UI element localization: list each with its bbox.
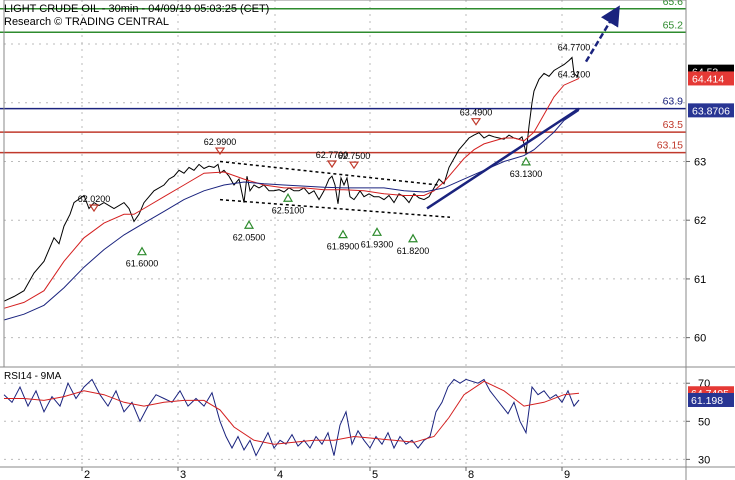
rsi-line <box>3 378 580 457</box>
price-annotation: 62.7500 <box>338 151 371 161</box>
chart-subtitle: Research © TRADING CENTRAL <box>4 16 169 28</box>
value-box <box>688 103 734 118</box>
y-tick-label: 61 <box>694 274 706 286</box>
rsi-ma-line <box>4 380 580 445</box>
levels-layer: 65.6 65.2 63.9 63.5 63.15 <box>0 0 686 154</box>
price-annotation: 64.7700 <box>558 43 591 53</box>
high-marker <box>326 160 338 169</box>
value-box-label: 63.8706 <box>692 105 730 117</box>
value-box <box>688 71 734 86</box>
y-tick-label: 62 <box>694 215 706 227</box>
x-tick-label: 5 <box>372 469 378 480</box>
level-label: 63.9 <box>663 96 684 108</box>
annotations-layer: 62.0200 61.6000 62.9900 62.0500 62.5100 62.77… <box>78 43 591 269</box>
price-annotation: 63.1300 <box>510 169 543 179</box>
low-marker <box>407 233 419 243</box>
high-marker <box>470 118 482 126</box>
y-tick-label: 60 <box>694 333 706 345</box>
trend-line <box>584 5 620 63</box>
y-tick-label: 63 <box>694 156 706 168</box>
price-annotation: 62.7700 <box>316 150 349 160</box>
x-tick-label: 9 <box>564 469 570 480</box>
x-tick-label: 3 <box>180 469 186 480</box>
channel-line <box>219 160 439 186</box>
price-annotation: 61.8900 <box>327 242 360 252</box>
high-marker <box>88 204 100 213</box>
price-annotation: 63.4900 <box>460 108 493 118</box>
low-marker <box>337 229 349 239</box>
chart-title: LIGHT CRUDE OIL - 30min - 04/09/19 05:03… <box>4 3 269 15</box>
value-box-label: 64.414 <box>692 73 724 85</box>
rsi-tick-label: 50 <box>698 416 710 428</box>
price-annotation: 61.6000 <box>126 259 159 269</box>
price-annotation: 62.0200 <box>78 194 111 204</box>
high-marker <box>214 147 226 156</box>
level-label: 63.5 <box>663 119 684 131</box>
ma-slow-line <box>3 109 580 321</box>
price-annotation: 64.3100 <box>558 70 591 80</box>
level-label: 65.6 <box>663 0 684 8</box>
price-annotation: 62.5100 <box>272 205 305 215</box>
channel-line <box>219 198 451 219</box>
low-marker <box>371 227 383 236</box>
level-label: 63.15 <box>657 140 683 152</box>
x-tick-label: 2 <box>84 469 90 480</box>
low-marker <box>282 193 294 202</box>
high-marker <box>348 161 360 170</box>
rsi-layer: RSI14 - 9MA70503064.740561.198 <box>3 371 734 466</box>
rsi-value-box <box>688 392 734 407</box>
ma-fast-line <box>3 77 580 309</box>
x-tick-label: 8 <box>468 469 474 480</box>
grid-layer <box>4 0 686 467</box>
x-tick-label: 4 <box>277 469 283 480</box>
low-marker <box>520 156 532 166</box>
price-annotation: 62.9900 <box>204 137 237 147</box>
trend-line <box>426 107 580 210</box>
rsi-value-box-label: 61.198 <box>691 395 723 407</box>
level-label: 65.2 <box>663 19 684 31</box>
price-annotation: 61.8200 <box>397 246 430 256</box>
rsi-tick-label: 30 <box>698 454 710 466</box>
low-marker <box>136 246 148 256</box>
lines-layer <box>3 5 620 321</box>
price-line <box>3 56 580 302</box>
price-annotation: 61.9300 <box>361 239 394 249</box>
rsi-label: RSI14 - 9MA <box>4 371 62 382</box>
low-marker <box>243 220 255 229</box>
price-annotation: 62.0500 <box>233 232 266 242</box>
